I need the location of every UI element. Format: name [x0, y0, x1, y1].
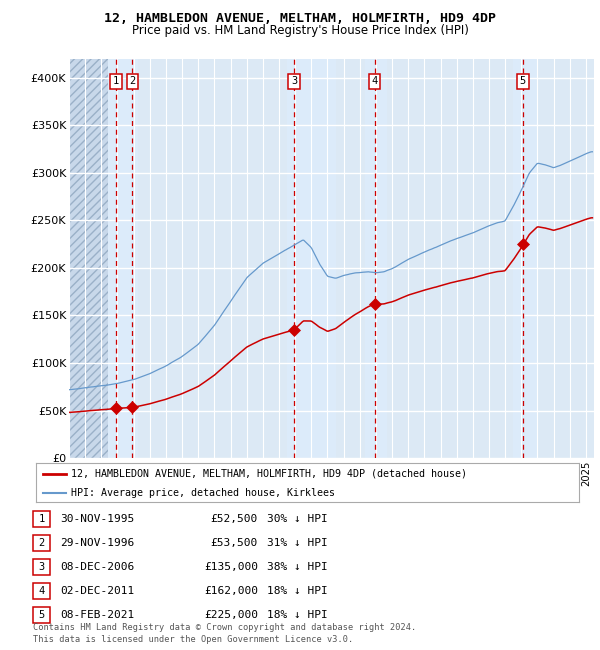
Text: HPI: Average price, detached house, Kirklees: HPI: Average price, detached house, Kirk…: [71, 488, 335, 498]
Text: £225,000: £225,000: [204, 610, 258, 620]
Text: £135,000: £135,000: [204, 562, 258, 572]
Text: 31% ↓ HPI: 31% ↓ HPI: [267, 538, 328, 548]
Text: 12, HAMBLEDON AVENUE, MELTHAM, HOLMFIRTH, HD9 4DP (detached house): 12, HAMBLEDON AVENUE, MELTHAM, HOLMFIRTH…: [71, 469, 467, 478]
Text: 3: 3: [291, 77, 297, 86]
Text: 08-DEC-2006: 08-DEC-2006: [60, 562, 134, 572]
Bar: [287, 58, 335, 458]
Text: 1: 1: [38, 514, 44, 524]
Text: £162,000: £162,000: [204, 586, 258, 596]
Text: 38% ↓ HPI: 38% ↓ HPI: [267, 562, 328, 572]
Text: Contains HM Land Registry data © Crown copyright and database right 2024.
This d: Contains HM Land Registry data © Crown c…: [33, 623, 416, 644]
Text: 4: 4: [38, 586, 44, 596]
Text: 02-DEC-2011: 02-DEC-2011: [60, 586, 134, 596]
Text: Price paid vs. HM Land Registry's House Price Index (HPI): Price paid vs. HM Land Registry's House …: [131, 24, 469, 37]
Bar: [365, 58, 387, 458]
Text: 29-NOV-1996: 29-NOV-1996: [60, 538, 134, 548]
Text: 5: 5: [520, 77, 526, 86]
Bar: [513, 58, 538, 458]
Text: 30-NOV-1995: 30-NOV-1995: [60, 514, 134, 524]
Text: 5: 5: [38, 610, 44, 620]
Bar: [108, 58, 137, 458]
Text: £52,500: £52,500: [211, 514, 258, 524]
Bar: [69, 58, 108, 458]
Text: 1: 1: [113, 77, 119, 86]
Text: 08-FEB-2021: 08-FEB-2021: [60, 610, 134, 620]
Text: 2: 2: [129, 77, 136, 86]
Text: 2: 2: [38, 538, 44, 548]
Text: 12, HAMBLEDON AVENUE, MELTHAM, HOLMFIRTH, HD9 4DP: 12, HAMBLEDON AVENUE, MELTHAM, HOLMFIRTH…: [104, 12, 496, 25]
Text: 4: 4: [371, 77, 378, 86]
Text: 30% ↓ HPI: 30% ↓ HPI: [267, 514, 328, 524]
Text: 3: 3: [38, 562, 44, 572]
Text: 18% ↓ HPI: 18% ↓ HPI: [267, 610, 328, 620]
Text: 18% ↓ HPI: 18% ↓ HPI: [267, 586, 328, 596]
Text: £53,500: £53,500: [211, 538, 258, 548]
